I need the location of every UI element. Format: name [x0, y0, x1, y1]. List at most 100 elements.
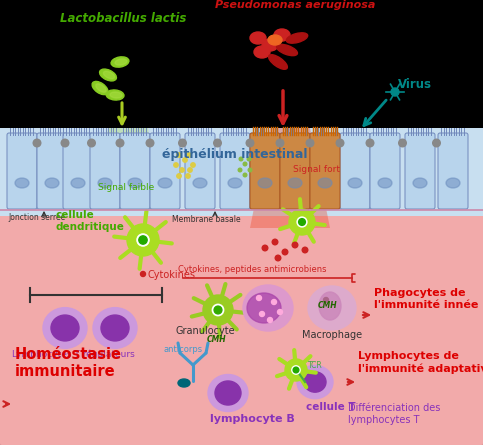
Ellipse shape	[43, 307, 87, 348]
FancyBboxPatch shape	[150, 133, 180, 209]
Text: TCR: TCR	[308, 361, 323, 370]
Ellipse shape	[215, 381, 241, 405]
Ellipse shape	[286, 33, 308, 43]
Text: cellule
dendritique: cellule dendritique	[56, 210, 125, 232]
Text: cellule T: cellule T	[306, 402, 355, 412]
Circle shape	[302, 247, 308, 253]
Circle shape	[146, 139, 154, 147]
Text: Signal faible: Signal faible	[98, 183, 154, 192]
Text: Membrane basale: Membrane basale	[172, 215, 241, 224]
Circle shape	[276, 139, 284, 147]
Circle shape	[187, 153, 191, 157]
Text: Granulocyte: Granulocyte	[175, 326, 235, 336]
Ellipse shape	[128, 178, 142, 188]
FancyBboxPatch shape	[340, 133, 370, 209]
Circle shape	[278, 310, 283, 315]
FancyBboxPatch shape	[370, 133, 400, 209]
Ellipse shape	[250, 32, 266, 44]
Ellipse shape	[243, 285, 293, 331]
Circle shape	[293, 367, 299, 373]
Ellipse shape	[106, 90, 124, 100]
Ellipse shape	[228, 178, 242, 188]
Circle shape	[127, 224, 159, 256]
Circle shape	[259, 312, 265, 316]
Circle shape	[177, 153, 181, 157]
FancyBboxPatch shape	[310, 133, 340, 209]
Ellipse shape	[111, 57, 129, 67]
Ellipse shape	[318, 178, 332, 188]
Circle shape	[292, 242, 298, 248]
Circle shape	[272, 239, 278, 245]
FancyBboxPatch shape	[220, 133, 250, 209]
Ellipse shape	[96, 84, 106, 92]
Text: épithélium intestinal: épithélium intestinal	[162, 148, 308, 161]
Circle shape	[366, 139, 374, 147]
Ellipse shape	[98, 178, 112, 188]
Polygon shape	[98, 128, 158, 210]
Ellipse shape	[103, 71, 114, 79]
Bar	[0, 128, 483, 216]
Ellipse shape	[268, 35, 282, 45]
FancyBboxPatch shape	[37, 133, 67, 209]
Circle shape	[61, 139, 69, 147]
Text: Différenciation des
lymphocytes T: Différenciation des lymphocytes T	[348, 403, 440, 425]
Text: CMH: CMH	[207, 335, 227, 344]
FancyBboxPatch shape	[405, 133, 435, 209]
Circle shape	[243, 173, 247, 177]
Ellipse shape	[269, 55, 287, 69]
FancyBboxPatch shape	[185, 133, 215, 209]
Ellipse shape	[274, 29, 290, 41]
Ellipse shape	[262, 39, 278, 51]
Circle shape	[433, 139, 440, 147]
Circle shape	[298, 218, 305, 225]
Ellipse shape	[92, 81, 108, 95]
Text: Lactobacillus lactis: Lactobacillus lactis	[60, 12, 186, 25]
Circle shape	[248, 168, 252, 172]
Circle shape	[275, 255, 281, 261]
Circle shape	[297, 217, 307, 227]
Text: Streptococcus pneumoniae
Pseudomonas aeruginosa: Streptococcus pneumoniae Pseudomonas aer…	[215, 0, 385, 10]
FancyBboxPatch shape	[310, 133, 340, 209]
FancyBboxPatch shape	[250, 133, 280, 209]
Ellipse shape	[115, 59, 127, 65]
FancyBboxPatch shape	[120, 133, 150, 209]
Text: anticorps: anticorps	[163, 345, 202, 354]
Circle shape	[88, 139, 95, 147]
Ellipse shape	[101, 315, 129, 341]
Ellipse shape	[308, 286, 356, 330]
Ellipse shape	[254, 46, 270, 58]
Ellipse shape	[93, 307, 137, 348]
Text: Macrophage: Macrophage	[302, 330, 362, 340]
Ellipse shape	[446, 178, 460, 188]
FancyBboxPatch shape	[250, 133, 280, 209]
Text: Phagocytes de
l'immunité innée: Phagocytes de l'immunité innée	[374, 288, 478, 310]
Circle shape	[285, 359, 307, 381]
Circle shape	[391, 88, 399, 96]
Circle shape	[398, 139, 406, 147]
Circle shape	[247, 157, 251, 161]
Ellipse shape	[45, 178, 59, 188]
Ellipse shape	[288, 178, 302, 188]
Ellipse shape	[193, 178, 207, 188]
Text: Cytokines, peptides antimicrobiens: Cytokines, peptides antimicrobiens	[178, 265, 327, 274]
Circle shape	[256, 295, 261, 300]
Circle shape	[282, 249, 288, 255]
Ellipse shape	[110, 92, 122, 98]
Circle shape	[246, 139, 254, 147]
FancyBboxPatch shape	[280, 133, 310, 209]
Ellipse shape	[304, 372, 326, 392]
Text: Lymphocytes de
l'immunité adaptative: Lymphocytes de l'immunité adaptative	[358, 351, 483, 374]
Text: Jonction serrée: Jonction serrée	[8, 213, 65, 222]
Circle shape	[33, 139, 41, 147]
Circle shape	[180, 168, 184, 172]
Text: lymphocyte B: lymphocyte B	[210, 414, 295, 424]
Circle shape	[191, 163, 195, 167]
Ellipse shape	[178, 379, 190, 387]
Ellipse shape	[297, 365, 333, 399]
Circle shape	[174, 163, 178, 167]
Circle shape	[116, 139, 124, 147]
Circle shape	[262, 245, 268, 251]
Text: Lymphocytes T régulateurs: Lymphocytes T régulateurs	[12, 349, 135, 359]
Text: Virus: Virus	[398, 78, 432, 91]
Ellipse shape	[378, 178, 392, 188]
